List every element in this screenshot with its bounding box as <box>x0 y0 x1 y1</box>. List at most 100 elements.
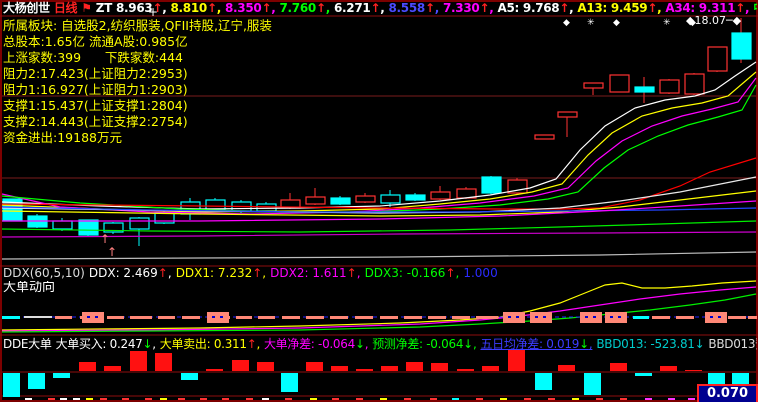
info-line: 阻力2:17.423(上证阻力2:2953) <box>3 66 188 81</box>
ddx-dash <box>476 316 498 319</box>
value-item: BBD013: -523.81↓ <box>596 337 705 351</box>
info-line: 资金进出:19188万元 <box>3 130 122 145</box>
diamond-marker-icon: ◆ <box>613 18 620 28</box>
ddx-dash <box>728 316 746 319</box>
value-item: 8.350↑, <box>224 1 276 15</box>
trend-arrow-icon: ↓ <box>142 337 153 351</box>
candle-body <box>634 86 655 93</box>
trend-arrow-icon: ↑ <box>315 1 326 15</box>
ddx-block-dot <box>718 316 721 318</box>
ddx-dash <box>2 316 20 319</box>
value-item: ZT <box>95 1 113 15</box>
dde-bar <box>53 373 70 378</box>
ma-line <box>1 251 757 260</box>
dde-tick <box>160 398 167 400</box>
candle-body <box>534 134 555 140</box>
trend-arrow-icon: ↑ <box>152 1 163 15</box>
ddx-dash <box>258 316 275 319</box>
candle-body <box>481 176 502 194</box>
value-item: 1.000 <box>463 266 498 280</box>
ddx-block <box>503 312 525 323</box>
candle-body <box>78 219 99 236</box>
dde-bar <box>381 366 398 371</box>
dde-tick <box>572 398 579 400</box>
value-item: DDE大单 <box>3 337 52 351</box>
value-item: DDX(60,5,10) <box>3 266 85 280</box>
dde-bar <box>356 369 373 371</box>
ddx-block-dot <box>220 316 223 318</box>
trend-arrow-icon: ↓ <box>694 337 705 351</box>
diamond-marker-icon: ✳ <box>587 18 595 28</box>
ddx-dash <box>330 316 348 319</box>
candle-body <box>380 194 401 204</box>
dde-bar <box>130 351 147 371</box>
dde-tick <box>86 398 93 400</box>
dde-bar <box>206 369 223 371</box>
ddx-dash <box>306 316 324 319</box>
dde-bar <box>457 369 474 371</box>
ddx-block-dot <box>87 316 90 318</box>
dde-bar <box>732 373 749 387</box>
ddx-block-dot <box>95 316 98 318</box>
ddx-block-dot <box>585 316 588 318</box>
dde-tick <box>476 398 483 400</box>
ddx-curve <box>1 280 757 331</box>
ddx-curve <box>1 286 757 332</box>
dde-tick <box>596 398 603 400</box>
diamond-marker-icon: ◆ <box>563 18 570 28</box>
dde-tick <box>452 398 459 400</box>
dde-bar <box>306 362 323 371</box>
ma-line <box>1 61 757 210</box>
candle-body <box>430 191 451 200</box>
value-item: A5: 9.768↑, <box>497 1 574 15</box>
value-item: DDX3: -0.166↑, <box>364 266 460 280</box>
candle-body <box>103 222 124 233</box>
candle-body <box>707 46 728 72</box>
dde-tick <box>620 398 627 400</box>
dde-indicator-header[interactable]: DDE大单 大单买入: 0.247↓, 大单卖出: 0.311↑, 大单净差: -0.… <box>3 337 757 351</box>
trend-arrow-icon: ↑ <box>246 337 257 351</box>
ddx-block-dot <box>516 316 519 318</box>
trend-arrow-icon: ↑ <box>445 266 456 280</box>
dde-bar <box>558 365 575 371</box>
dde-tick <box>145 398 152 400</box>
value-item: DDX: 2.469↑, <box>88 266 172 280</box>
dde-tick <box>60 398 67 400</box>
ddx-block-dot <box>543 316 546 318</box>
value-item: 8.810↑, <box>170 1 221 15</box>
value-item: A13: 9.459↑, <box>577 1 662 15</box>
ddx-block-dot <box>508 316 511 318</box>
stock-info-overlay: 所属板块: 自选股2,纺织服装,QFII持股,辽宁,服装 总股本:1.65亿 流通… <box>3 18 272 146</box>
dde-value-readout: 0.070 <box>697 384 758 402</box>
dde-bar <box>79 362 96 371</box>
dde-tick <box>122 398 129 400</box>
dde-tick <box>688 398 695 400</box>
dde-bar <box>610 363 627 371</box>
ddx-dash <box>748 316 757 319</box>
candle-body <box>305 196 326 205</box>
dde-bar <box>584 373 601 395</box>
value-item: 大单净差: -0.064↓, <box>263 337 369 351</box>
candle-body <box>330 197 351 205</box>
ddx-indicator-header[interactable]: DDX(60,5,10) DDX: 2.469↑, DDX1: 7.232↑, DDX… <box>3 266 757 280</box>
dde-tick <box>404 398 411 400</box>
ddx-dash <box>182 316 200 319</box>
ma-line <box>1 77 757 215</box>
dde-tick <box>25 398 32 400</box>
dde-tick <box>48 398 55 400</box>
candle-body <box>659 79 680 94</box>
ddx-dash <box>404 316 422 319</box>
value-item: DDX1: 7.232↑, <box>175 266 267 280</box>
dde-bar <box>155 353 172 371</box>
trend-arrow-icon: ↑ <box>252 266 263 280</box>
value-item: 8.963↑, <box>115 1 167 15</box>
ddx-dash <box>236 316 252 319</box>
dde-bar <box>431 363 448 371</box>
dde-tick <box>310 398 317 400</box>
trend-arrow-icon: ↑ <box>370 1 381 15</box>
dde-tick <box>100 398 107 400</box>
info-line: 支撑2:14.443(上证支撑2:2754) <box>3 114 188 129</box>
candle-body <box>684 73 705 95</box>
trend-arrow-icon: ↑ <box>157 266 168 280</box>
